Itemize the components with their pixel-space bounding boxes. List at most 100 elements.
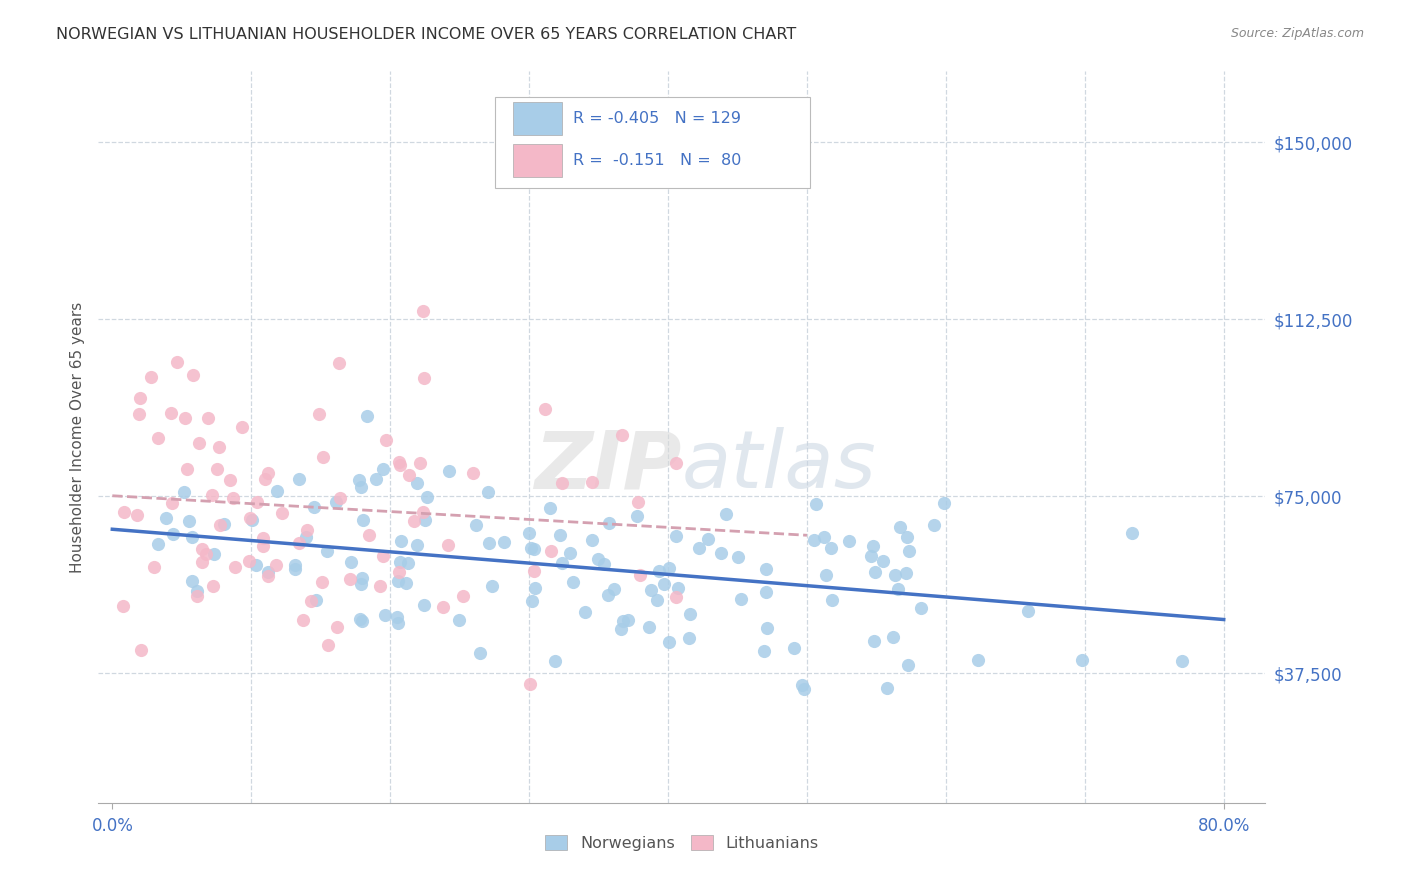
Point bbox=[239, 511, 262, 525]
Text: R =  -0.151   N =  80: R = -0.151 N = 80 bbox=[574, 153, 742, 168]
Point bbox=[191, 555, 214, 569]
Point bbox=[523, 564, 546, 578]
Point bbox=[257, 565, 280, 579]
Point bbox=[202, 547, 225, 561]
Point bbox=[540, 544, 562, 558]
Point bbox=[451, 589, 474, 603]
Point bbox=[201, 579, 224, 593]
Point bbox=[325, 620, 347, 634]
Point bbox=[628, 567, 651, 582]
Point bbox=[370, 579, 392, 593]
Point bbox=[697, 533, 720, 547]
Point bbox=[477, 484, 499, 499]
Point bbox=[461, 466, 484, 480]
Point bbox=[347, 473, 370, 487]
Point bbox=[813, 530, 835, 544]
Point bbox=[665, 590, 688, 604]
Point bbox=[181, 574, 204, 588]
Point bbox=[815, 568, 838, 582]
Point bbox=[551, 556, 574, 570]
Point bbox=[389, 533, 412, 548]
Point bbox=[128, 407, 150, 421]
Text: atlas: atlas bbox=[682, 427, 877, 506]
Point bbox=[160, 496, 183, 510]
Point bbox=[519, 677, 541, 691]
Point bbox=[356, 409, 378, 424]
Point bbox=[201, 487, 224, 501]
Point bbox=[755, 584, 778, 599]
Point bbox=[647, 564, 669, 578]
Point bbox=[934, 496, 956, 510]
Point bbox=[551, 476, 574, 491]
Point bbox=[253, 472, 276, 486]
Point bbox=[922, 518, 945, 533]
Point bbox=[710, 546, 733, 560]
Point bbox=[820, 541, 842, 556]
Point bbox=[245, 558, 267, 572]
Point bbox=[889, 520, 911, 534]
Point bbox=[612, 614, 634, 628]
Point bbox=[1070, 653, 1092, 667]
Point bbox=[299, 594, 322, 608]
Point bbox=[862, 539, 884, 553]
Point bbox=[148, 431, 170, 445]
Point bbox=[287, 536, 309, 550]
Point bbox=[186, 590, 208, 604]
Point bbox=[316, 639, 339, 653]
Point bbox=[406, 475, 429, 490]
Point bbox=[398, 468, 420, 483]
Point bbox=[598, 516, 620, 531]
Point bbox=[257, 569, 280, 583]
Point bbox=[626, 509, 648, 524]
Point bbox=[447, 614, 470, 628]
Point bbox=[316, 544, 339, 558]
Point bbox=[359, 528, 381, 542]
Point bbox=[155, 511, 177, 525]
Point bbox=[898, 544, 921, 558]
Point bbox=[325, 495, 347, 509]
Point bbox=[252, 539, 274, 553]
Point bbox=[329, 491, 352, 505]
Point bbox=[782, 641, 804, 656]
Point bbox=[388, 458, 411, 472]
Point bbox=[173, 484, 195, 499]
Point bbox=[413, 513, 436, 527]
FancyBboxPatch shape bbox=[495, 97, 810, 188]
Point bbox=[716, 507, 738, 521]
Point bbox=[257, 466, 280, 480]
Point bbox=[224, 559, 246, 574]
Point bbox=[821, 593, 844, 607]
Point bbox=[129, 391, 152, 405]
Point bbox=[311, 575, 333, 590]
Point bbox=[517, 525, 540, 540]
Point bbox=[598, 588, 620, 602]
Point bbox=[412, 598, 434, 612]
Point bbox=[291, 613, 314, 627]
Point bbox=[793, 681, 815, 696]
Y-axis label: Householder Income Over 65 years: Householder Income Over 65 years bbox=[69, 301, 84, 573]
Point bbox=[295, 529, 318, 543]
Point bbox=[665, 456, 688, 470]
Point bbox=[494, 535, 516, 549]
Point bbox=[305, 593, 328, 607]
Point bbox=[897, 658, 920, 673]
Point bbox=[586, 551, 609, 566]
Point bbox=[872, 554, 894, 568]
Point bbox=[388, 566, 411, 580]
Point bbox=[464, 518, 486, 533]
Point bbox=[730, 591, 752, 606]
Point bbox=[395, 576, 418, 591]
Point bbox=[142, 560, 165, 574]
Point bbox=[387, 616, 409, 631]
Point bbox=[640, 583, 662, 598]
Point bbox=[352, 513, 374, 527]
Point bbox=[665, 529, 688, 543]
Point bbox=[208, 440, 231, 454]
Point bbox=[468, 646, 491, 660]
Point bbox=[240, 512, 263, 526]
Point bbox=[373, 462, 395, 476]
Point bbox=[966, 653, 988, 667]
Point bbox=[876, 681, 898, 695]
Point bbox=[388, 556, 411, 570]
Point bbox=[387, 574, 409, 589]
